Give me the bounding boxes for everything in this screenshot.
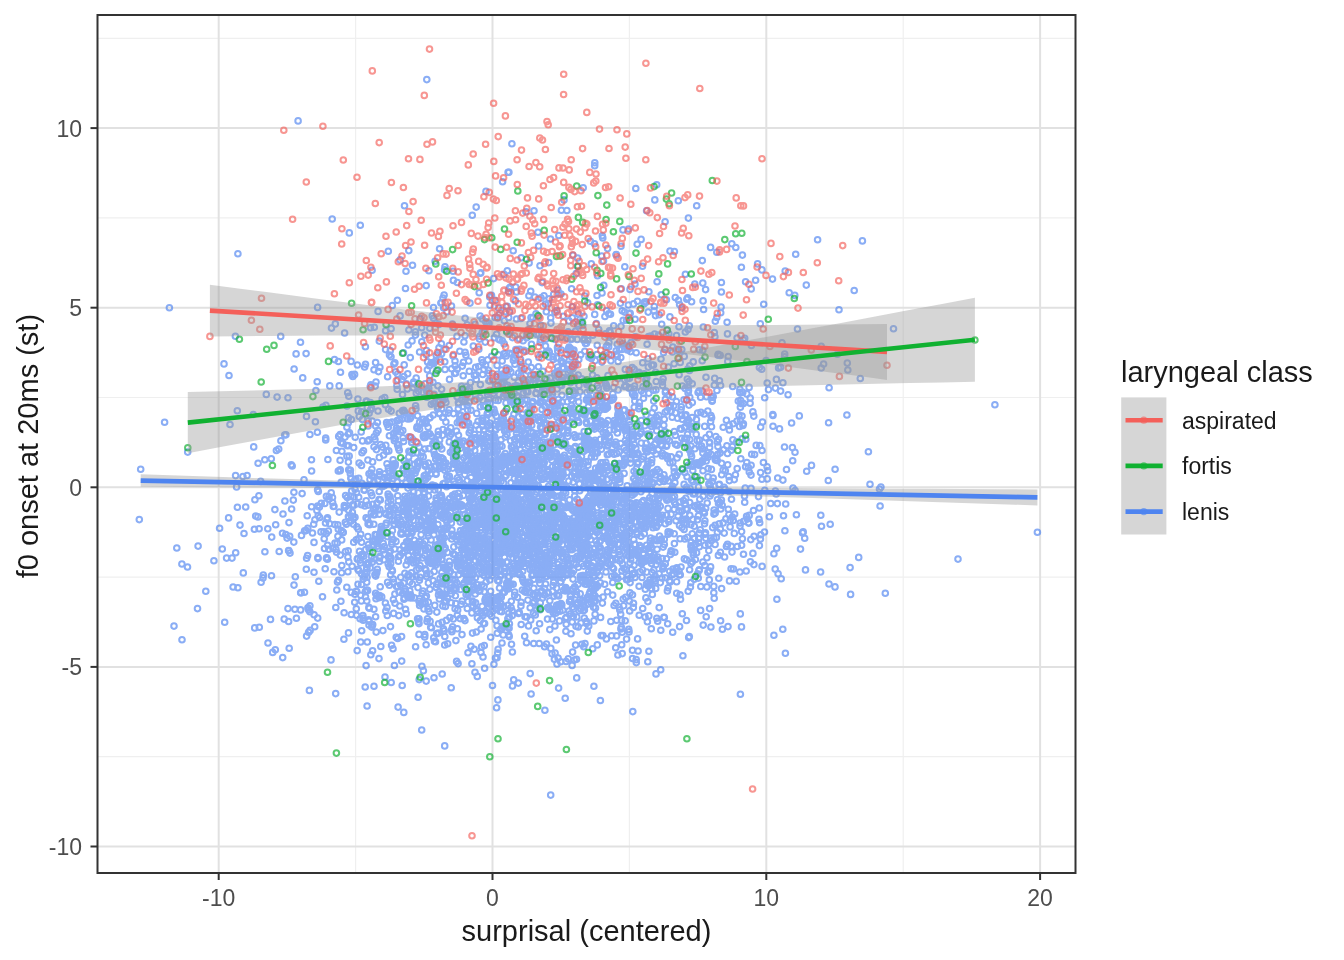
svg-text:laryngeal class: laryngeal class — [1121, 356, 1313, 388]
svg-text:0: 0 — [69, 475, 82, 501]
svg-text:aspirated: aspirated — [1182, 408, 1277, 434]
svg-text:-10: -10 — [49, 834, 82, 860]
svg-text:surprisal (centered): surprisal (centered) — [462, 915, 712, 947]
svg-text:f0 onset at 20ms (st): f0 onset at 20ms (st) — [13, 314, 45, 578]
svg-text:-10: -10 — [202, 885, 235, 911]
svg-text:-5: -5 — [62, 654, 82, 680]
svg-text:5: 5 — [69, 295, 82, 321]
svg-text:fortis: fortis — [1182, 453, 1232, 479]
svg-text:10: 10 — [754, 885, 780, 911]
svg-text:20: 20 — [1027, 885, 1053, 911]
svg-text:0: 0 — [486, 885, 499, 911]
svg-text:10: 10 — [56, 116, 82, 142]
svg-text:lenis: lenis — [1182, 499, 1229, 525]
